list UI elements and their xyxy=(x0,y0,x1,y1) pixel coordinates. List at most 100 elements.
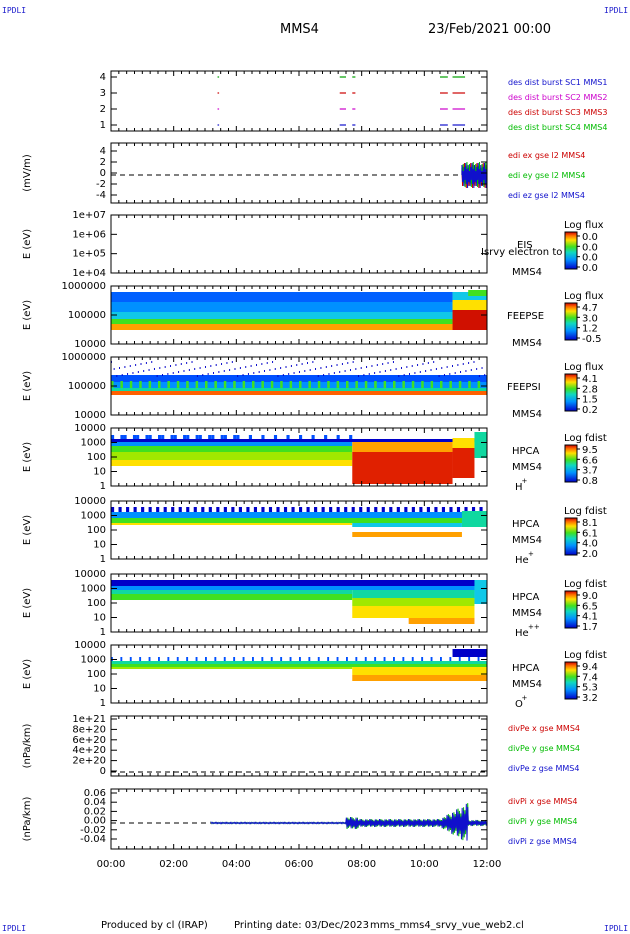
feepsi-band xyxy=(156,375,158,377)
feepsi-band xyxy=(402,381,405,388)
hpca_he-band xyxy=(291,507,295,512)
hpca_o-band xyxy=(402,657,405,661)
feepse-cbar-label: 1.2 xyxy=(582,324,598,335)
burst-frame xyxy=(110,70,488,132)
eis-cbar-title: Log flux xyxy=(564,220,604,231)
hpca_h-band xyxy=(111,446,353,452)
hpca_he2-cbar-label: 6.5 xyxy=(582,601,598,612)
feepsi-band xyxy=(454,372,456,374)
edi-series-line xyxy=(461,162,487,189)
feepsi-band xyxy=(202,374,204,376)
hpca_o-ytick-label: 1 xyxy=(100,698,106,709)
hpca_he-cbar-label: 6.1 xyxy=(582,528,598,539)
feepsi-band xyxy=(406,366,408,368)
hpca_he-ytick-label: 10 xyxy=(93,540,106,551)
hpca_h-band xyxy=(111,439,487,442)
feepsi-band xyxy=(395,368,397,370)
feepsi-band xyxy=(129,365,131,367)
hpca_he2-band xyxy=(111,590,353,594)
hpca_he-band xyxy=(171,507,175,512)
hpca_he2-band xyxy=(352,590,475,598)
hpca_he-band xyxy=(133,507,137,512)
hpca_h-band xyxy=(198,435,202,439)
edi-panel: 420-2-4 (mV/m) edi ex gse l2 MMS4 edi ey gs… xyxy=(22,142,586,204)
feepse-ytick-label: 10000 xyxy=(74,339,106,350)
hpca_he-band xyxy=(299,507,303,512)
hpca_he-band xyxy=(449,507,453,512)
feepsi-band xyxy=(355,368,357,370)
feepsi-band xyxy=(421,381,424,388)
hpca_h-band xyxy=(111,460,353,466)
hpca_he2-ytick-label: 1000 xyxy=(81,584,106,595)
hpca_he-band xyxy=(261,507,265,512)
burst-panel: 4 3 2 1 des dist burst SC1 MMS1 des dist burs… xyxy=(100,70,607,132)
feepsi-band xyxy=(411,365,413,367)
feepsi-band xyxy=(214,381,217,388)
feepsi-band xyxy=(145,362,147,364)
hpca_he-band xyxy=(471,507,476,512)
feepsi-band xyxy=(368,373,370,375)
hpca_o-species-label: O xyxy=(515,699,523,710)
hpca_he-band xyxy=(456,507,461,512)
feepse-ytick-label: 1000000 xyxy=(61,281,106,292)
hpca_he-band xyxy=(411,507,415,512)
hpca_he-band xyxy=(111,512,487,518)
feepsi-band xyxy=(304,370,306,372)
hpca_he-band xyxy=(118,507,122,512)
feepse-band xyxy=(111,312,453,319)
divpe-legend-item: divPe z gse MMS4 xyxy=(508,764,579,773)
feepsi-band xyxy=(139,381,142,388)
hpca_he-cbar xyxy=(564,517,578,556)
hpca_o-band xyxy=(252,657,254,661)
feepsi-band xyxy=(245,366,247,368)
hpca_o-band xyxy=(242,657,245,661)
edi-legend-item: edi ey gse l2 MMS4 xyxy=(508,171,586,180)
hpca_he-band xyxy=(111,518,487,523)
hpca_o-band xyxy=(346,657,348,661)
hpca_he2-band xyxy=(408,618,475,624)
hpca_h-band xyxy=(452,448,475,478)
feepsi-band xyxy=(398,375,400,377)
feepsi-band xyxy=(140,363,142,365)
feepsi-band xyxy=(175,364,177,366)
x-tick-label: 00:00 xyxy=(97,859,126,870)
hpca_o-band xyxy=(458,657,461,661)
hpca_h-panel: 10000 1000 100 10 1 E (eV) Log fdist9.56.63.70… xyxy=(22,423,607,493)
divpe-legend-item: divPe y gse MMS4 xyxy=(508,744,580,753)
burst-legend-item: des dist burst SC3 MMS3 xyxy=(508,108,607,117)
feepsi-band xyxy=(280,367,282,369)
eis-frame xyxy=(110,214,488,274)
hpca_h-band xyxy=(273,435,278,439)
feepsi-band xyxy=(290,365,292,367)
hpca_o-band xyxy=(205,657,207,661)
feepsi-ytick-label: 10000 xyxy=(74,410,106,421)
feepsi-band xyxy=(374,372,376,374)
feepsi-band xyxy=(223,381,227,388)
hpca_h-band xyxy=(236,435,240,439)
hpca_he-band xyxy=(111,523,353,525)
feepsi-band xyxy=(188,369,190,371)
feepsi-band xyxy=(242,381,246,388)
feepse-panel: 1000000 100000 10000 E (eV) Log flux4.73.01.… xyxy=(22,281,604,350)
feepsi-band xyxy=(346,381,349,388)
feepse-cbar xyxy=(564,302,578,341)
hpca_he-cbar-label: 8.1 xyxy=(582,518,598,529)
hpca_he2-ytick-label: 1 xyxy=(100,627,106,638)
feepsi-band xyxy=(213,372,214,374)
feepse-cbar-label: 3.0 xyxy=(582,313,598,324)
hpca_he-band xyxy=(201,507,205,512)
hpca_o-instrument-label: HPCA xyxy=(512,663,540,674)
feepsi-band xyxy=(229,369,231,371)
hpca_h-band xyxy=(324,435,328,439)
feepsi-band xyxy=(285,366,287,368)
feepsi-band xyxy=(449,373,451,375)
feepsi-band xyxy=(247,373,249,375)
hpca_he-band xyxy=(329,507,333,512)
feepsi-band xyxy=(435,368,437,370)
feepsi-band xyxy=(289,381,293,388)
hpca_h-ytick-label: 1 xyxy=(100,481,106,492)
feepsi-band xyxy=(151,361,153,363)
feepsi-band xyxy=(261,363,263,365)
feepsi-band xyxy=(433,361,435,363)
hpca_o-band xyxy=(452,649,487,657)
